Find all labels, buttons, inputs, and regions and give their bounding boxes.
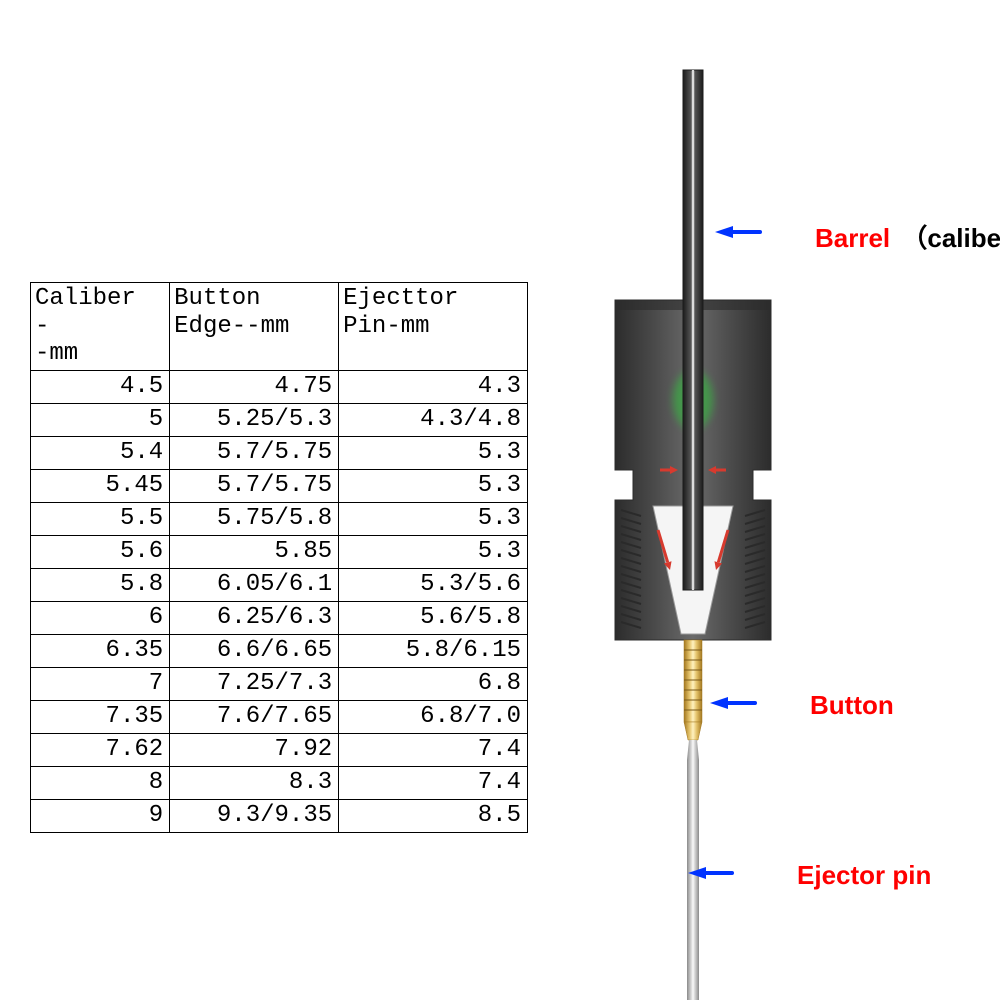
table-row: 5.65.855.3 (31, 535, 528, 568)
table-cell: 6.6/6.65 (170, 634, 339, 667)
label-button-text: Button (810, 690, 894, 720)
col-header-button-l1: Button (174, 285, 260, 312)
table-cell: 5.25/5.3 (170, 403, 339, 436)
table-cell: 9 (31, 799, 170, 832)
table-row: 6.356.6/6.655.8/6.15 (31, 634, 528, 667)
col-header-ejector: Ejecttor Pin-mm (339, 283, 528, 371)
table-cell: 7.92 (170, 733, 339, 766)
page-canvas: Caliber - -mm Button Edge--mm Ejecttor P… (0, 0, 1000, 1000)
table-cell: 5.3/5.6 (339, 568, 528, 601)
col-header-ejector-l2: Pin-mm (343, 313, 429, 340)
table-cell: 5.3 (339, 535, 528, 568)
table-cell: 4.75 (170, 370, 339, 403)
label-barrel-paren: （caliber） (901, 223, 1000, 253)
barrel-bore-highlight (692, 70, 694, 590)
table-cell: 9.3/9.35 (170, 799, 339, 832)
table-cell: 5.8/6.15 (339, 634, 528, 667)
table-cell: 7.25/7.3 (170, 667, 339, 700)
col-header-caliber-l1: Caliber - (35, 285, 136, 340)
table-row: 7.357.6/7.656.8/7.0 (31, 700, 528, 733)
label-button: Button (810, 690, 894, 721)
table-cell: 8.3 (170, 766, 339, 799)
table-cell: 5.3 (339, 436, 528, 469)
table-cell: 5.85 (170, 535, 339, 568)
table-cell: 5.4 (31, 436, 170, 469)
label-ejector-text: Ejector pin (797, 860, 931, 890)
table-row: 7.627.927.4 (31, 733, 528, 766)
table-cell: 7 (31, 667, 170, 700)
table-row: 5.455.7/5.755.3 (31, 469, 528, 502)
table-cell: 5.7/5.75 (170, 436, 339, 469)
table-cell: 8.5 (339, 799, 528, 832)
table-cell: 8 (31, 766, 170, 799)
label-ejector: Ejector pin (797, 860, 931, 891)
ejector-rod (687, 760, 699, 1000)
table-cell: 5.8 (31, 568, 170, 601)
table-cell: 7.4 (339, 766, 528, 799)
table-cell: 4.5 (31, 370, 170, 403)
table-cell: 6 (31, 601, 170, 634)
table-row: 99.3/9.358.5 (31, 799, 528, 832)
col-header-caliber-l2: -mm (35, 340, 78, 367)
table-row: 55.25/5.34.3/4.8 (31, 403, 528, 436)
table-cell: 6.8 (339, 667, 528, 700)
table-row: 5.45.7/5.755.3 (31, 436, 528, 469)
table-cell: 4.3/4.8 (339, 403, 528, 436)
table-cell: 6.35 (31, 634, 170, 667)
table-cell: 7.6/7.65 (170, 700, 339, 733)
table-cell: 4.3 (339, 370, 528, 403)
label-barrel: Barrel （caliber） (815, 218, 1000, 255)
cross-section-diagram: Barrel （caliber） Button Ejector pin (560, 140, 970, 1000)
col-header-button-l2: Edge--mm (174, 313, 289, 340)
table-cell: 5.3 (339, 502, 528, 535)
caliber-spec-table: Caliber - -mm Button Edge--mm Ejecttor P… (30, 282, 528, 833)
table-cell: 5.5 (31, 502, 170, 535)
table-cell: 6.05/6.1 (170, 568, 339, 601)
table-cell: 5.3 (339, 469, 528, 502)
table-cell: 5.6/5.8 (339, 601, 528, 634)
col-header-button: Button Edge--mm (170, 283, 339, 371)
table-header-row: Caliber - -mm Button Edge--mm Ejecttor P… (31, 283, 528, 371)
table-cell: 5.45 (31, 469, 170, 502)
table-row: 77.25/7.36.8 (31, 667, 528, 700)
table-cell: 5.7/5.75 (170, 469, 339, 502)
table-row: 88.37.4 (31, 766, 528, 799)
table-cell: 6.8/7.0 (339, 700, 528, 733)
table-cell: 6.25/6.3 (170, 601, 339, 634)
col-header-ejector-l1: Ejecttor (343, 285, 458, 312)
table-cell: 5.6 (31, 535, 170, 568)
table-row: 5.55.75/5.85.3 (31, 502, 528, 535)
col-header-caliber: Caliber - -mm (31, 283, 170, 371)
label-barrel-text: Barrel (815, 223, 890, 253)
table-cell: 7.4 (339, 733, 528, 766)
table-row: 4.54.754.3 (31, 370, 528, 403)
table-cell: 7.62 (31, 733, 170, 766)
table-row: 66.25/6.35.6/5.8 (31, 601, 528, 634)
table-cell: 5 (31, 403, 170, 436)
table-row: 5.86.05/6.15.3/5.6 (31, 568, 528, 601)
arrow-barrel-head (715, 226, 733, 238)
table-body: 4.54.754.355.25/5.34.3/4.85.45.7/5.755.3… (31, 370, 528, 832)
ejector-taper (687, 740, 699, 760)
table-cell: 7.35 (31, 700, 170, 733)
button-tip (684, 722, 702, 740)
arrow-button-head (710, 697, 728, 709)
table-cell: 5.75/5.8 (170, 502, 339, 535)
